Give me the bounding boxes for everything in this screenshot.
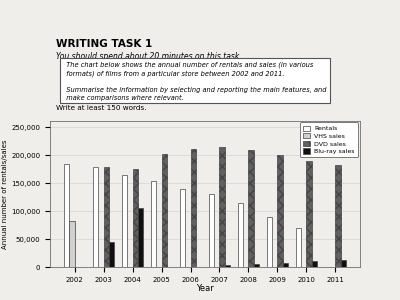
Bar (296, 228, 301, 267)
Bar (151, 181, 156, 267)
Bar (238, 203, 243, 267)
Text: Write at least 150 words.: Write at least 150 words. (56, 105, 147, 111)
Bar (225, 265, 230, 267)
Bar (64, 164, 69, 267)
Text: The chart below shows the annual number of rentals and sales (in various
  forma: The chart below shows the annual number … (62, 61, 327, 101)
Bar (109, 242, 114, 267)
Bar (283, 262, 288, 267)
Bar (220, 147, 225, 267)
Bar (93, 167, 98, 267)
Legend: Rentals, VHS sales, DVD sales, Blu-ray sales: Rentals, VHS sales, DVD sales, Blu-ray s… (300, 122, 358, 157)
Bar (306, 161, 312, 267)
Bar (162, 154, 167, 267)
Bar (138, 208, 143, 267)
Bar (336, 165, 341, 267)
Bar (209, 194, 214, 267)
Bar (104, 167, 109, 267)
Bar (248, 150, 254, 267)
X-axis label: Year: Year (196, 284, 214, 293)
Bar (341, 260, 346, 267)
Bar (267, 217, 272, 267)
Bar (312, 261, 317, 267)
Bar (278, 155, 283, 267)
Bar (190, 149, 196, 267)
Bar (254, 264, 259, 267)
Text: WRITING TASK 1: WRITING TASK 1 (56, 39, 152, 49)
Text: You should spend about 20 minutes on this task.: You should spend about 20 minutes on thi… (56, 52, 242, 61)
Bar (132, 169, 138, 267)
Bar (69, 221, 74, 267)
Bar (122, 175, 127, 267)
Y-axis label: Annual number of rentals/sales: Annual number of rentals/sales (2, 139, 8, 248)
Bar (180, 189, 185, 267)
